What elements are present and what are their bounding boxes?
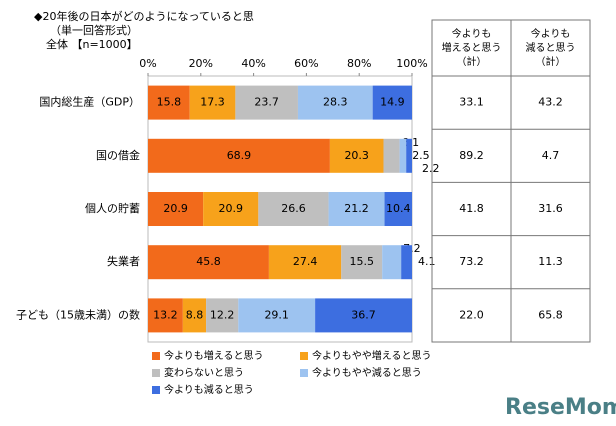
- bar-segment: [148, 245, 269, 280]
- data-label: 12.2: [210, 308, 235, 321]
- table-cell: 31.6: [538, 202, 563, 215]
- data-label: 10.4: [386, 202, 411, 215]
- table-cell: 43.2: [538, 96, 563, 109]
- table-cell: 41.8: [459, 202, 484, 215]
- table-cell: 73.2: [459, 255, 484, 268]
- x-tick-label: 100%: [396, 57, 427, 70]
- category-label: 子ども（15歳未満）の数: [16, 308, 140, 321]
- data-label: 2.5: [412, 149, 430, 162]
- data-label: 21.2: [344, 202, 369, 215]
- category-label: 失業者: [107, 255, 140, 268]
- table-cell: 33.1: [459, 96, 484, 109]
- bar-segment: [399, 138, 407, 173]
- data-label: 45.8: [196, 255, 221, 268]
- data-label: 4.1: [418, 255, 436, 268]
- bar-segment: [268, 245, 342, 280]
- sample-size: 全体 【n=1000】: [46, 37, 138, 51]
- legend-swatch: [300, 369, 308, 377]
- table-cell: 4.7: [542, 149, 560, 162]
- legend-label: 変わらないと思う: [164, 366, 244, 379]
- data-label: 36.7: [351, 308, 376, 321]
- table-header: 減ると思う: [526, 41, 576, 54]
- data-label: 27.4: [293, 255, 318, 268]
- table-header: 増えると思う: [442, 41, 502, 54]
- bar-segment: [203, 192, 259, 226]
- legend-label: 今よりも減ると思う: [164, 383, 254, 396]
- legend-swatch: [152, 386, 160, 394]
- table-header: 今よりも: [452, 27, 492, 40]
- bar-segment: [189, 85, 236, 120]
- table-cell: 11.3: [538, 255, 563, 268]
- data-label: 29.1: [264, 308, 289, 321]
- bar-segment: [341, 245, 383, 280]
- table-header: （計）: [457, 55, 487, 68]
- bar-segment: [206, 298, 239, 333]
- bar-segment: [148, 192, 204, 226]
- bar-segment: [384, 192, 412, 226]
- data-label: 2.2: [422, 162, 440, 175]
- x-tick-label: 20%: [189, 57, 213, 70]
- bar-segment: [148, 138, 330, 173]
- table-header: 今よりも: [531, 27, 571, 40]
- data-label: 23.7: [254, 96, 279, 109]
- table-cell: 22.0: [459, 308, 484, 321]
- legend-label: 今よりもやや増えると思う: [312, 349, 432, 362]
- bar-segment: [297, 85, 373, 120]
- x-tick-label: 80%: [347, 57, 371, 70]
- data-label: 15.5: [349, 255, 374, 268]
- bar-segment: [329, 138, 384, 173]
- x-tick-label: 40%: [241, 57, 265, 70]
- legend-swatch: [300, 352, 308, 360]
- category-label: 国内総生産（GDP）: [39, 95, 140, 109]
- data-label: 17.3: [200, 96, 225, 109]
- data-label: 20.9: [219, 202, 244, 215]
- legend-swatch: [152, 352, 160, 360]
- bar-segment: [148, 298, 183, 333]
- data-label: 8.8: [186, 308, 204, 321]
- data-label: 28.3: [323, 96, 348, 109]
- data-label: 26.6: [281, 202, 306, 215]
- bar-segment: [401, 245, 412, 280]
- watermark: ReseMom: [505, 395, 616, 420]
- bar-segment: [406, 138, 412, 173]
- bar-segment: [315, 298, 412, 333]
- data-label: 13.2: [153, 308, 178, 321]
- bar-segment: [182, 298, 207, 333]
- bar-segment: [372, 85, 412, 120]
- bar-segment: [258, 192, 329, 226]
- legend-swatch: [152, 369, 160, 377]
- data-label: 20.3: [344, 149, 369, 162]
- data-label: 20.9: [163, 202, 188, 215]
- chart-title: ◆20年後の日本がどのようになっていると思: [34, 9, 254, 23]
- bar-segment: [148, 85, 190, 120]
- data-label: 68.9: [227, 149, 252, 162]
- bar-segment: [382, 245, 402, 280]
- bar-segment: [235, 85, 298, 120]
- legend-label: 今よりも増えると思う: [164, 349, 264, 362]
- bar-segment: [383, 138, 400, 173]
- bar-segment: [238, 298, 316, 333]
- category-label: 国の借金: [96, 148, 140, 162]
- x-tick-label: 60%: [294, 57, 318, 70]
- table-cell: 89.2: [459, 149, 484, 162]
- table-cell: 65.8: [538, 308, 563, 321]
- table-header: （計）: [536, 55, 566, 68]
- x-tick-label: 0%: [139, 57, 156, 70]
- data-label: 15.8: [157, 96, 182, 109]
- data-label: 14.9: [380, 96, 405, 109]
- category-label: 個人の貯蓄: [85, 202, 140, 215]
- chart-subtitle: （単一回答形式）: [50, 23, 138, 37]
- bar-segment: [328, 192, 385, 226]
- legend-label: 今よりもやや減ると思う: [312, 366, 422, 379]
